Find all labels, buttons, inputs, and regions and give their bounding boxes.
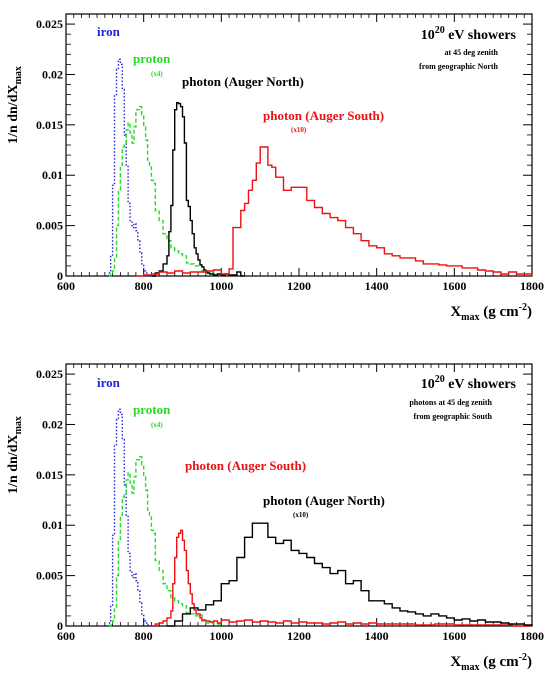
series-line-proton (108, 106, 222, 277)
y-axis-label: 1/n dn/dXmax (6, 66, 24, 144)
x-tick-label: 1400 (365, 629, 389, 643)
series-label: iron (97, 24, 121, 39)
x-tick-label: 800 (135, 279, 153, 293)
x-tick-label: 1800 (520, 279, 544, 293)
series-line-proton (108, 456, 222, 627)
chart-annotation: from geographic South (413, 412, 492, 421)
series-label: proton (133, 402, 171, 417)
x-tick-label: 600 (57, 279, 75, 293)
series-scale-note: (x4) (151, 421, 163, 429)
x-tick-label: 1600 (442, 279, 466, 293)
series-label: photon (Auger South) (263, 108, 384, 123)
y-tick-label: 0.005 (36, 219, 63, 233)
y-tick-label: 0.025 (36, 367, 63, 381)
series-label: photon (Auger North) (263, 493, 385, 508)
series-line-iron (104, 408, 156, 627)
y-tick-label: 0 (57, 269, 63, 283)
series-scale-note: (x10) (293, 511, 309, 519)
x-tick-label: 1000 (209, 629, 233, 643)
x-tick-label: 800 (135, 629, 153, 643)
series-line-photon-auger-south (135, 146, 533, 277)
x-tick-label: 1400 (365, 279, 389, 293)
chart-annotation: from geographic North (419, 62, 499, 71)
chart-panel-2: 600 800 1000 1200 1400 1600 1800 0 0.005 0.01 0.01… (6, 363, 544, 673)
y-tick-label: 0 (57, 619, 63, 633)
x-axis-label: Xmax (g cm-2) (450, 652, 532, 673)
y-tick-label: 0.025 (36, 17, 63, 31)
series-label: proton (133, 51, 171, 66)
x-tick-label: 600 (57, 629, 75, 643)
x-tick-label: 1200 (287, 279, 311, 293)
chart-panel-1: 600 800 1000 1200 1400 1600 1800 0 0.005 0.01 0.01… (6, 13, 544, 323)
series-label: photon (Auger North) (182, 74, 304, 89)
x-tick-label: 1800 (520, 629, 544, 643)
chart-annotation: photons at 45 deg zenith (409, 398, 492, 407)
series-scale-note: (x4) (151, 70, 163, 78)
series-scale-note: (x10) (291, 126, 307, 134)
y-tick-label: 0.01 (42, 168, 63, 182)
series-line-photon-auger-north (151, 102, 245, 277)
y-axis-label: 1/n dn/dXmax (6, 416, 24, 494)
y-tick-label: 0.01 (42, 518, 63, 532)
y-tick-label: 0.005 (36, 569, 63, 583)
y-tick-label: 0.02 (42, 67, 63, 81)
series-label: iron (97, 375, 121, 390)
chart-annotation: at 45 deg zenith (444, 48, 498, 57)
x-axis-label: Xmax (g cm-2) (450, 302, 532, 323)
y-tick-label: 0.02 (42, 417, 63, 431)
series-line-iron (104, 58, 156, 277)
y-tick-label: 0.015 (36, 468, 63, 482)
chart-title: 1020 eV showers (421, 25, 517, 43)
x-tick-label: 1000 (209, 279, 233, 293)
y-tick-label: 0.015 (36, 118, 63, 132)
series-line-photon-auger-north (167, 522, 533, 627)
series-label: photon (Auger South) (185, 458, 306, 473)
chart-title: 1020 eV showers (421, 374, 517, 392)
series-line-photon-auger-south (151, 529, 532, 627)
x-tick-label: 1200 (287, 629, 311, 643)
x-tick-label: 1600 (442, 629, 466, 643)
